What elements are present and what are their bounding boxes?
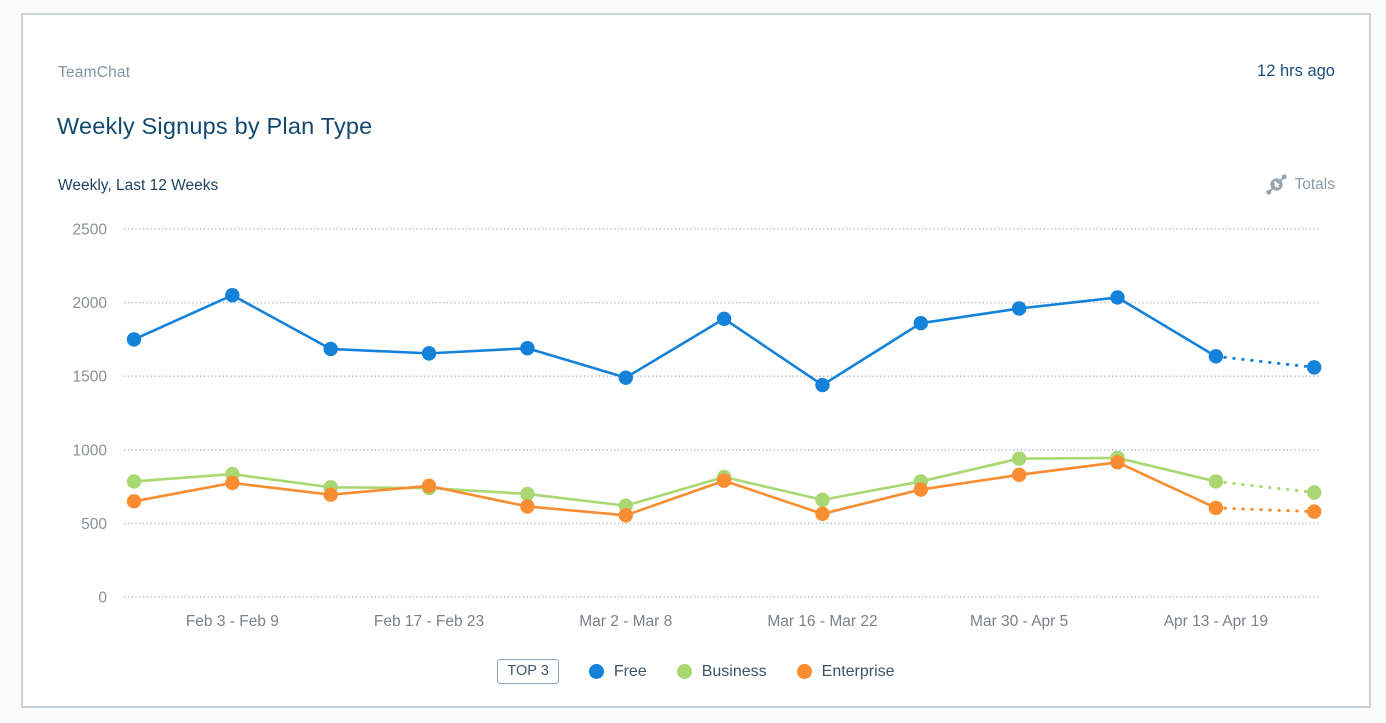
legend-item-label: Business — [702, 663, 767, 681]
legend-item-business[interactable]: Business — [677, 663, 767, 681]
legend-item-enterprise[interactable]: Enterprise — [797, 663, 895, 681]
svg-text:Feb 17 - Feb 23: Feb 17 - Feb 23 — [374, 613, 484, 630]
svg-text:0: 0 — [98, 590, 107, 607]
legend-item-label: Free — [614, 663, 647, 681]
dashboard-card: 0 500 1000 1500 2000 2500 Feb 3 - Feb 9 Feb 17 … — [21, 13, 1371, 708]
business-series-dot-icon — [677, 664, 692, 679]
svg-text:500: 500 — [81, 516, 107, 533]
totals-toggle[interactable]: Totals — [1265, 173, 1336, 196]
top3-badge: TOP 3 — [497, 659, 558, 684]
svg-text:Mar 16 - Mar 22: Mar 16 - Mar 22 — [767, 613, 877, 630]
svg-text:Feb 3 - Feb 9: Feb 3 - Feb 9 — [186, 613, 279, 630]
totals-label: Totals — [1295, 176, 1336, 194]
chart-legend: TOP 3 Free Business Enterprise — [23, 659, 1369, 684]
legend-item-free[interactable]: Free — [589, 663, 647, 681]
svg-text:2500: 2500 — [73, 222, 108, 239]
last-updated-label: 12 hrs ago — [1257, 62, 1335, 81]
trend-line-cursor-icon — [1265, 173, 1288, 196]
enterprise-series-dot-icon — [797, 664, 812, 679]
svg-text:1500: 1500 — [73, 369, 108, 386]
svg-text:Mar 30 - Apr 5: Mar 30 - Apr 5 — [970, 613, 1068, 630]
page-title: Weekly Signups by Plan Type — [57, 113, 372, 140]
svg-text:2000: 2000 — [73, 295, 108, 312]
datasource-label: TeamChat — [58, 64, 130, 82]
svg-text:1000: 1000 — [73, 442, 108, 459]
free-series-dot-icon — [589, 664, 604, 679]
svg-text:Mar 2 - Mar 8: Mar 2 - Mar 8 — [579, 613, 672, 630]
legend-item-label: Enterprise — [822, 663, 895, 681]
chart-subtitle: Weekly, Last 12 Weeks — [58, 177, 218, 195]
svg-text:Apr 13 - Apr 19: Apr 13 - Apr 19 — [1164, 613, 1268, 630]
